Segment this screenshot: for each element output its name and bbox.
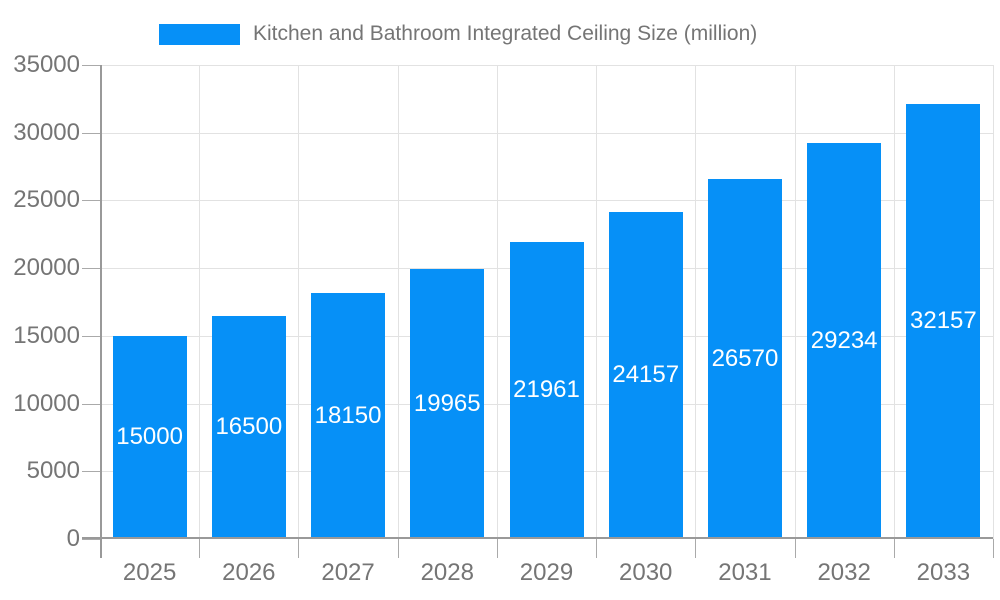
bar-value-label: 18150 [314,402,382,430]
bar-value-label: 16500 [215,413,283,441]
x-tick-label: 2031 [718,559,772,586]
y-tick-label: 20000 [13,254,80,282]
x-tick [596,539,598,558]
gridline-vertical [695,65,697,539]
gridline-vertical [794,65,796,539]
y-tick-label: 25000 [13,186,80,214]
y-tick-label: 10000 [13,389,80,417]
gridline-vertical [993,65,994,539]
y-tick-label: 5000 [26,457,80,485]
bar-2033: 32157 [906,103,981,539]
gridline-vertical [397,65,399,539]
gridline-horizontal [100,132,993,134]
x-tick-label: 2029 [519,559,574,586]
y-tick [82,335,100,337]
x-tick [397,539,399,558]
y-tick [82,403,100,405]
bar-value-label: 32157 [910,307,977,335]
bar-value-label: 15000 [116,423,183,451]
gridline-vertical [298,65,300,539]
x-tick [199,539,201,558]
bar-value-label: 29234 [810,327,878,355]
y-axis-line [100,65,102,558]
bar-value-label: 24157 [612,361,680,389]
x-tick [496,539,498,558]
bar-2029: 21961 [509,241,584,539]
y-tick [82,200,100,202]
y-tick-label: 35000 [13,51,80,78]
bar-2032: 29234 [807,143,882,539]
x-tick-label: 2027 [321,559,375,586]
x-tick [298,539,300,558]
x-tick [695,539,697,558]
y-tick-label: 0 [66,525,80,552]
x-axis-line [82,537,993,539]
legend-swatch [159,23,240,45]
y-tick [82,539,100,540]
gridline-vertical [496,65,498,539]
x-tick-label: 2032 [817,559,871,586]
x-tick-label: 2030 [619,559,673,586]
plot-area: 15000 16500 18150 19965 21961 24157 26570 29234… [82,65,994,558]
gridline-vertical [199,65,201,539]
gridline-vertical [596,65,598,539]
x-tick-label: 2033 [916,559,971,586]
y-tick [82,65,100,66]
bar-value-label: 21961 [513,376,580,404]
bar-2030: 24157 [608,211,683,539]
x-tick [794,539,796,558]
bar-2025: 15000 [112,335,187,539]
x-tick [893,539,895,558]
gridline-vertical [893,65,895,539]
legend-label: Kitchen and Bathroom Integrated Ceiling … [253,22,758,45]
x-tick-label: 2026 [222,559,276,586]
x-tick-label: 2025 [122,559,177,586]
x-tick [993,539,994,558]
bar-2028: 19965 [410,268,485,539]
y-tick [82,471,100,473]
bar-2026: 16500 [211,315,286,539]
y-tick [82,268,100,270]
bar-value-label: 26570 [711,345,779,373]
x-tick-label: 2028 [420,559,474,586]
y-tick-label: 15000 [13,321,80,349]
y-tick-label: 30000 [13,118,80,146]
y-tick [82,132,100,134]
bar-2027: 18150 [311,293,386,539]
bar-2031: 26570 [707,179,782,539]
bar-value-label: 19965 [413,389,481,417]
gridline-horizontal [100,65,993,66]
legend: Kitchen and Bathroom Integrated Ceiling … [159,22,757,46]
gridline-horizontal [100,200,993,202]
